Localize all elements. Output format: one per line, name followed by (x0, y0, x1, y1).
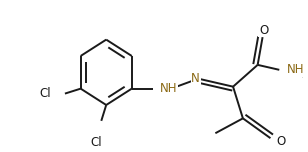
Text: O: O (276, 135, 286, 148)
Text: Cl: Cl (91, 136, 102, 149)
Text: Cl: Cl (39, 87, 51, 100)
Text: O: O (259, 24, 268, 37)
Text: N: N (191, 72, 200, 85)
Text: NH: NH (287, 63, 305, 76)
Text: NH: NH (160, 82, 178, 95)
